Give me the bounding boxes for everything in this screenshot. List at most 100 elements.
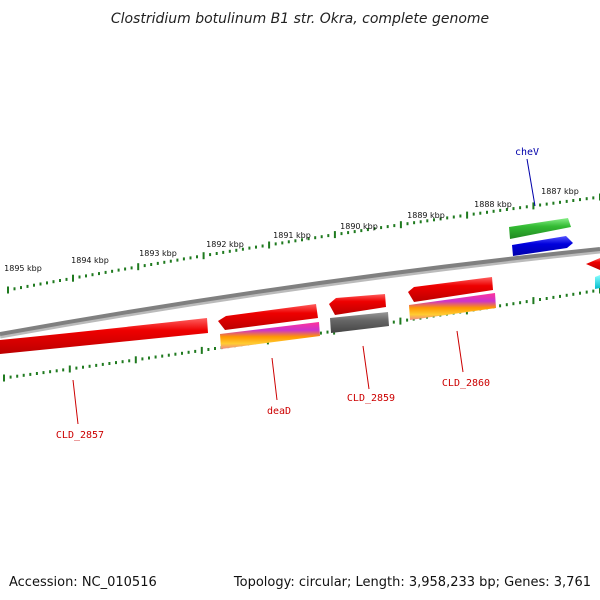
outer-scale-tick xyxy=(320,235,323,239)
inner-scale-tick xyxy=(121,360,124,364)
cds-cld-2860-cog xyxy=(409,293,496,320)
outer-scale-tick xyxy=(215,252,218,255)
inner-scale-tick xyxy=(392,320,395,324)
outer-scale-tick xyxy=(399,221,402,229)
outer-scale-tick xyxy=(525,205,528,209)
outer-scale-tick xyxy=(163,260,166,264)
inner-scale-tick xyxy=(3,374,5,382)
outer-scale-tick xyxy=(446,216,449,220)
outer-scale-tick xyxy=(241,247,244,251)
outer-scale-tick xyxy=(13,287,16,291)
outer-scale-tick xyxy=(380,226,383,230)
outer-scale-tick xyxy=(209,253,212,257)
outer-scale-tick xyxy=(235,248,238,252)
outer-scale-tick xyxy=(565,199,568,203)
inner-scale-tick xyxy=(167,353,170,357)
outer-scale-tick xyxy=(333,231,336,239)
outer-scale-tick xyxy=(156,261,159,265)
inner-scale-tick xyxy=(35,372,38,375)
inner-scale-tick xyxy=(42,371,45,375)
outer-scale-tick xyxy=(26,284,29,288)
outer-scale-tick xyxy=(505,208,508,211)
outer-scale-tick xyxy=(274,242,277,246)
outer-scale-tick xyxy=(143,264,146,268)
inner-scale-tick xyxy=(545,297,548,300)
inner-scale-tick xyxy=(148,356,150,360)
outer-scale-tick xyxy=(393,224,396,228)
outer-scale-tick xyxy=(360,229,363,233)
callout-line-dead xyxy=(271,357,278,401)
genome-backbone xyxy=(0,247,600,336)
outer-scale-tick xyxy=(452,215,455,219)
outer-scale-tick xyxy=(373,227,376,231)
scale-label: 1893 kbp xyxy=(139,249,177,258)
outer-scale-tick xyxy=(519,206,522,210)
outer-scale-tick xyxy=(353,230,356,234)
inner-scale-tick xyxy=(108,362,111,365)
inner-scale-tick xyxy=(141,357,144,361)
outer-scale-tick xyxy=(532,202,535,210)
outer-scale-tick xyxy=(72,274,74,282)
inner-scale-tick xyxy=(207,348,210,351)
inner-scale-tick xyxy=(539,298,541,301)
inner-scale-tick xyxy=(505,303,508,307)
outer-scale-tick xyxy=(46,281,48,285)
inner-scale-tick xyxy=(214,347,216,350)
inner-scale-tick xyxy=(525,300,528,304)
cds-cld-2859-cog xyxy=(330,312,389,333)
outer-scale-tick xyxy=(150,263,153,266)
inner-scale-tick xyxy=(22,373,25,377)
map-title: Clostridium botulinum B1 str. Okra, comp… xyxy=(111,11,489,27)
outer-scale-tick xyxy=(130,266,133,270)
inner-scale-tick xyxy=(326,330,329,334)
outer-scale-tick xyxy=(248,246,251,250)
cds-chev xyxy=(509,218,571,239)
callout-line-cld-2859 xyxy=(362,345,370,390)
outer-scale-tick xyxy=(20,286,22,290)
outer-scale-tick xyxy=(228,249,231,253)
inner-scale-tick xyxy=(512,302,515,306)
scale-label: 1889 kbp xyxy=(407,211,445,220)
outer-scale-tick xyxy=(202,252,205,260)
cds-cld-2860 xyxy=(408,277,493,302)
outer-scale-tick xyxy=(7,286,9,294)
inner-scale-tick xyxy=(49,370,52,374)
inner-scale-tick xyxy=(565,293,568,297)
outer-scale-tick xyxy=(287,240,290,244)
inner-scale-tick xyxy=(585,290,588,294)
outer-scale-tick xyxy=(176,258,179,262)
inner-scale-tick xyxy=(187,350,190,354)
inner-scale-tick xyxy=(128,359,131,363)
outer-scale-tick xyxy=(539,203,542,207)
inner-scale-tick xyxy=(154,355,157,359)
gene-label-chev: cheV xyxy=(515,147,539,158)
cds-edge-red xyxy=(586,258,600,270)
outer-scale-tick xyxy=(78,275,81,279)
outer-scale-tick xyxy=(512,207,515,211)
inner-scale-tick xyxy=(194,349,197,353)
gene-label-cld-2857: CLD_2857 xyxy=(56,430,104,441)
inner-scale-tick xyxy=(29,372,32,376)
inner-scale-tick xyxy=(579,291,581,295)
outer-scale-tick xyxy=(196,255,198,259)
gene-label-dead: deaD xyxy=(267,406,291,417)
gene-label-cld-2860: CLD_2860 xyxy=(442,378,490,389)
outer-scale-tick xyxy=(281,241,284,245)
outer-scale-tick xyxy=(182,257,185,261)
outer-scale-tick xyxy=(545,202,548,206)
outer-scale-tick xyxy=(426,219,429,223)
outer-scale-tick xyxy=(585,197,588,201)
inner-scale-tick xyxy=(319,331,322,335)
inner-scale-tick xyxy=(55,369,58,373)
outer-scale-tick xyxy=(552,201,555,205)
scale-label: 1888 kbp xyxy=(474,200,512,209)
outer-scale-tick xyxy=(572,199,575,202)
outer-scale-tick xyxy=(137,263,140,271)
inner-scale-tick xyxy=(134,356,137,364)
inner-scale-tick xyxy=(519,301,522,305)
inner-scale-tick xyxy=(88,364,91,368)
gene-label-cld-2859: CLD_2859 xyxy=(347,393,395,404)
inner-scale-tick xyxy=(552,295,555,299)
outer-scale-tick xyxy=(499,208,502,212)
outer-scale-tick xyxy=(85,274,87,278)
